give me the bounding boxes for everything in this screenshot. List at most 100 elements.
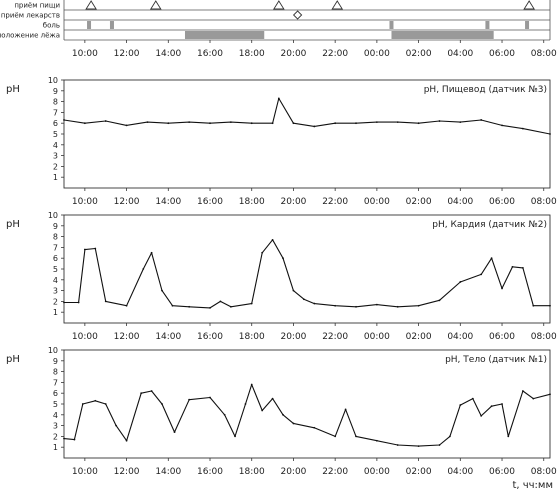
x-tick-label: 06:00 — [489, 332, 515, 342]
x-tick-label: 20:00 — [280, 332, 306, 342]
y-tick-label: 2 — [53, 162, 58, 171]
y-tick-label: 8 — [53, 368, 58, 377]
data-point — [150, 390, 153, 392]
x-tick-label: 02:00 — [406, 332, 432, 342]
data-point — [229, 305, 232, 308]
data-point — [448, 435, 451, 438]
data-point — [83, 248, 86, 251]
data-point — [417, 122, 420, 125]
x-tick-label: 04:00 — [447, 332, 473, 342]
data-point — [549, 133, 551, 135]
x-tick-label: 12:00 — [114, 467, 140, 477]
data-point — [209, 306, 211, 309]
data-point — [188, 305, 191, 308]
data-point — [459, 404, 462, 406]
y-tick-label: 6 — [53, 389, 58, 398]
y-tick-label: 9 — [53, 87, 58, 96]
data-point — [271, 238, 274, 241]
y-tick-label: 7 — [53, 108, 58, 117]
data-point — [313, 302, 316, 305]
x-tick-label: 22:00 — [322, 197, 348, 207]
data-point — [292, 122, 295, 125]
data-point — [282, 257, 284, 260]
y-tick-label: 10 — [48, 76, 58, 85]
y-axis-label: pH — [6, 84, 20, 95]
y-tick-label: 2 — [53, 432, 58, 441]
data-point — [63, 437, 65, 440]
y-tick-label: 10 — [48, 211, 58, 220]
x-tick-label: 18:00 — [239, 467, 265, 477]
legend-label: pH, Пищевод (датчик №3) — [424, 85, 547, 95]
event-row-label: положение лёжа — [0, 32, 60, 40]
x-tick-label: 16:00 — [197, 332, 223, 342]
data-point — [125, 124, 128, 127]
data-point — [532, 397, 535, 400]
data-point — [125, 439, 128, 442]
data-point — [104, 403, 107, 405]
y-tick-label: 7 — [53, 378, 58, 387]
data-point — [313, 426, 316, 429]
data-point — [355, 305, 357, 308]
event-x-tick-label: 22:00 — [322, 49, 348, 59]
x-tick-label: 12:00 — [114, 332, 140, 342]
y-tick-label: 3 — [53, 287, 58, 296]
x-tick-label: 18:00 — [239, 197, 265, 207]
series-line — [63, 384, 551, 447]
data-point — [396, 121, 399, 124]
meal-marker — [331, 0, 344, 10]
x-tick-label: 10:00 — [72, 197, 98, 207]
x-tick-label: 06:00 — [489, 467, 515, 477]
data-point — [396, 305, 399, 308]
x-tick-label: 08:00 — [531, 197, 557, 207]
meal-marker — [149, 0, 162, 10]
x-tick-label: 00:00 — [364, 197, 390, 207]
data-point — [480, 273, 483, 276]
x-tick-label: 20:00 — [280, 197, 306, 207]
data-point — [438, 444, 441, 446]
data-point — [501, 124, 503, 127]
x-tick-label: 10:00 — [72, 467, 98, 477]
x-tick-label: 18:00 — [239, 332, 265, 342]
data-point — [438, 299, 441, 302]
data-point — [292, 422, 295, 425]
event-x-tick-label: 00:00 — [364, 49, 390, 59]
pain-marker — [109, 21, 114, 29]
legend-label: pH, Кардия (датчик №2) — [432, 220, 547, 230]
data-point — [125, 304, 128, 307]
data-point — [438, 120, 441, 122]
data-point — [417, 445, 420, 448]
y-axis-label: pH — [6, 354, 20, 365]
event-x-tick-label: 14:00 — [155, 49, 181, 59]
meal-marker — [523, 0, 535, 10]
legend-label: pH, Тело (датчик №1) — [445, 355, 547, 365]
data-point — [94, 399, 97, 402]
data-point — [81, 403, 84, 405]
data-point — [511, 265, 514, 268]
event-x-tick-label: 06:00 — [489, 49, 515, 59]
data-point — [250, 302, 253, 305]
x-tick-label: 02:00 — [406, 467, 432, 477]
data-point — [63, 301, 65, 304]
data-point — [150, 251, 153, 254]
x-tick-label: 02:00 — [406, 197, 432, 207]
x-tick-label: 22:00 — [322, 332, 348, 342]
data-point — [94, 247, 97, 250]
data-point — [261, 251, 264, 254]
y-tick-label: 5 — [53, 400, 58, 409]
data-point — [532, 304, 535, 307]
x-tick-label: 14:00 — [155, 467, 181, 477]
series-line — [63, 97, 551, 135]
event-x-tick-label: 18:00 — [239, 49, 265, 59]
x-tick-label: 00:00 — [364, 332, 390, 342]
y-tick-label: 4 — [53, 411, 58, 420]
data-point — [142, 268, 145, 270]
data-point — [161, 289, 163, 292]
pain-marker — [87, 21, 92, 29]
data-point — [140, 392, 143, 395]
y-tick-label: 10 — [48, 346, 58, 355]
event-x-tick-label: 08:00 — [531, 49, 557, 59]
data-point — [234, 435, 236, 438]
